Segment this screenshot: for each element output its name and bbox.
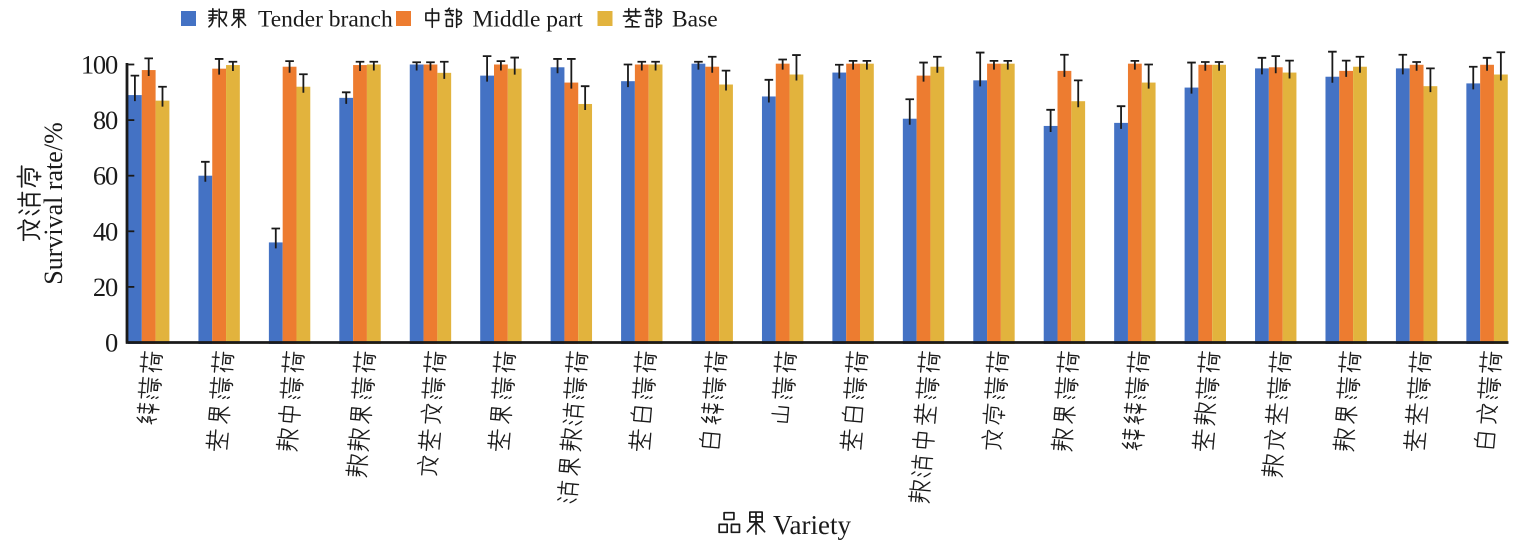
svg-text:40: 40 [93,216,118,246]
svg-text:100: 100 [81,50,118,80]
svg-text:Tender branch: Tender branch [258,7,393,33]
svg-text:Middle part: Middle part [473,7,584,33]
svg-text:0: 0 [105,328,118,358]
svg-text:60: 60 [93,161,118,191]
svg-text:Survival rate/%: Survival rate/% [39,122,68,284]
svg-text:80: 80 [93,105,118,135]
svg-text:Base: Base [672,7,718,33]
svg-text:20: 20 [93,272,118,302]
svg-text:Variety: Variety [773,510,851,540]
